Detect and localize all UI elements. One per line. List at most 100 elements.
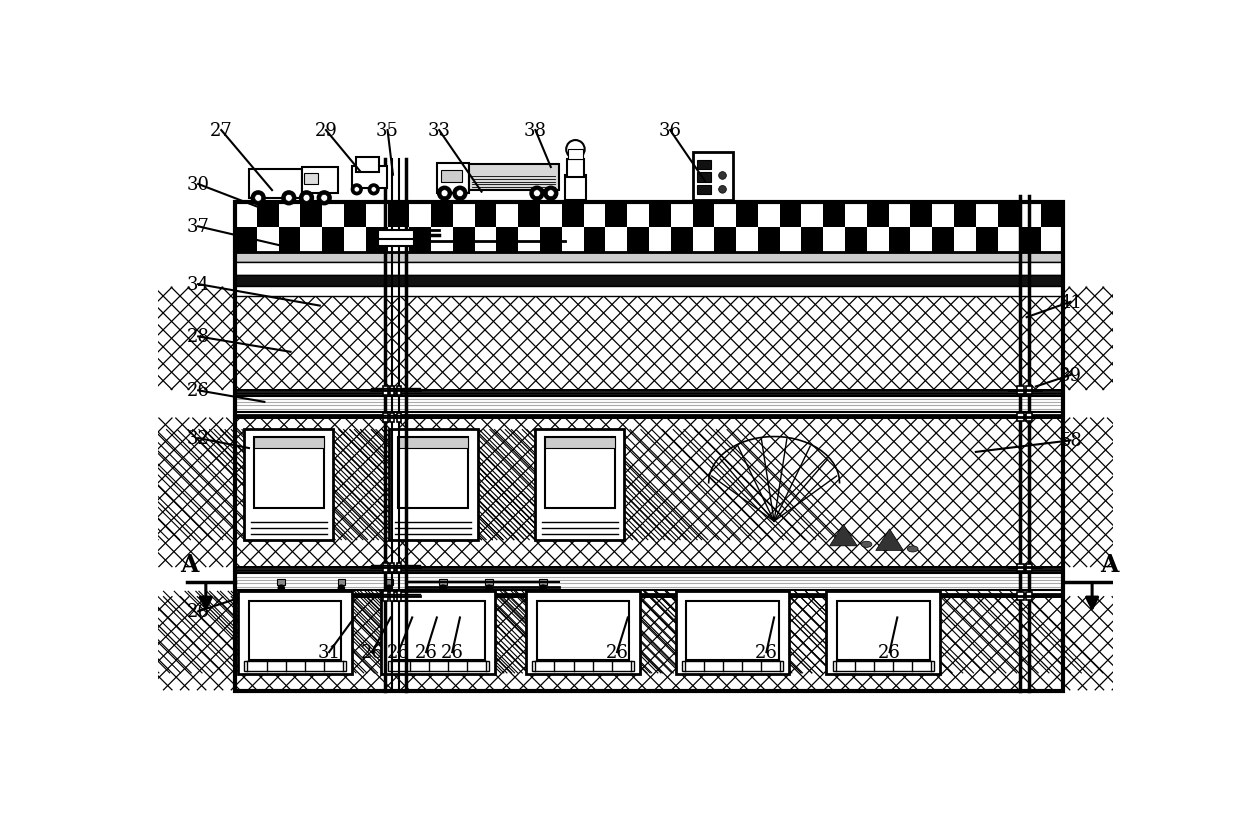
Bar xyxy=(432,228,453,253)
Bar xyxy=(568,150,583,159)
Bar xyxy=(382,591,495,674)
Bar xyxy=(383,413,388,422)
Bar xyxy=(397,413,402,422)
Bar xyxy=(436,163,469,194)
Circle shape xyxy=(278,585,284,591)
Text: 26: 26 xyxy=(755,643,777,662)
Circle shape xyxy=(355,187,360,193)
Text: A: A xyxy=(180,552,198,576)
Text: 26: 26 xyxy=(440,643,464,662)
Bar xyxy=(453,202,475,228)
Text: 26: 26 xyxy=(605,643,629,662)
Bar xyxy=(377,237,414,246)
Bar xyxy=(518,202,541,228)
Bar xyxy=(532,661,634,672)
Bar xyxy=(889,228,910,253)
Bar xyxy=(397,591,402,601)
Bar xyxy=(714,228,737,253)
Bar xyxy=(537,602,630,660)
Bar xyxy=(1019,228,1042,253)
Bar xyxy=(826,591,940,674)
Text: 36: 36 xyxy=(658,122,682,140)
Bar xyxy=(697,161,711,170)
Circle shape xyxy=(567,141,585,159)
Bar xyxy=(682,661,784,672)
Bar xyxy=(758,228,780,253)
Circle shape xyxy=(321,195,327,202)
Bar xyxy=(544,437,615,449)
Circle shape xyxy=(386,585,392,591)
Text: 34: 34 xyxy=(187,276,210,294)
Bar xyxy=(1025,564,1032,571)
Bar xyxy=(518,228,541,253)
Bar xyxy=(737,228,758,253)
Bar xyxy=(801,202,823,228)
Circle shape xyxy=(539,585,546,591)
Bar xyxy=(997,202,1019,228)
Bar xyxy=(343,202,366,228)
Bar xyxy=(541,202,562,228)
Bar xyxy=(837,602,930,660)
Bar xyxy=(954,228,976,253)
Bar xyxy=(388,661,490,672)
Bar xyxy=(823,202,844,228)
Bar xyxy=(801,228,823,253)
Text: 33: 33 xyxy=(428,122,450,140)
Polygon shape xyxy=(875,529,904,551)
Bar xyxy=(780,202,801,228)
Bar xyxy=(496,202,518,228)
Bar xyxy=(676,591,790,674)
Bar xyxy=(910,228,932,253)
Bar xyxy=(562,228,584,253)
Bar xyxy=(377,231,414,240)
Circle shape xyxy=(441,190,448,197)
Ellipse shape xyxy=(861,542,872,548)
Bar xyxy=(693,202,714,228)
Bar xyxy=(844,228,867,253)
Bar xyxy=(697,185,711,195)
Bar xyxy=(526,591,640,674)
Text: 58: 58 xyxy=(1059,432,1083,450)
Bar xyxy=(236,202,1063,691)
Bar xyxy=(758,202,780,228)
Bar xyxy=(475,228,496,253)
Circle shape xyxy=(371,187,377,193)
Bar xyxy=(389,563,394,572)
Text: 38: 38 xyxy=(523,122,547,140)
Text: 29: 29 xyxy=(315,122,337,140)
Bar xyxy=(954,202,976,228)
Bar xyxy=(867,202,889,228)
Bar xyxy=(409,228,432,253)
Bar xyxy=(686,602,779,660)
Bar xyxy=(278,580,285,585)
Bar xyxy=(1017,592,1023,600)
Bar xyxy=(398,437,469,508)
Bar xyxy=(236,418,1063,568)
Bar xyxy=(780,228,801,253)
Bar xyxy=(693,153,733,201)
Bar xyxy=(279,202,300,228)
Circle shape xyxy=(533,190,541,197)
Bar xyxy=(1025,414,1032,421)
Bar xyxy=(366,202,388,228)
Bar xyxy=(254,437,324,508)
Bar xyxy=(997,228,1019,253)
Circle shape xyxy=(719,172,727,181)
Bar xyxy=(605,202,627,228)
Bar xyxy=(567,159,584,178)
Circle shape xyxy=(300,191,314,205)
Circle shape xyxy=(719,186,727,194)
Bar xyxy=(453,228,475,253)
Text: 30: 30 xyxy=(187,176,210,194)
Bar xyxy=(337,580,345,585)
Bar xyxy=(279,228,300,253)
Circle shape xyxy=(339,585,345,591)
Bar xyxy=(249,170,303,199)
Bar xyxy=(867,228,889,253)
Bar xyxy=(397,386,402,396)
Bar xyxy=(432,202,453,228)
Text: 28: 28 xyxy=(187,328,210,346)
Bar xyxy=(932,202,954,228)
Bar xyxy=(236,202,1063,253)
Circle shape xyxy=(486,585,492,591)
